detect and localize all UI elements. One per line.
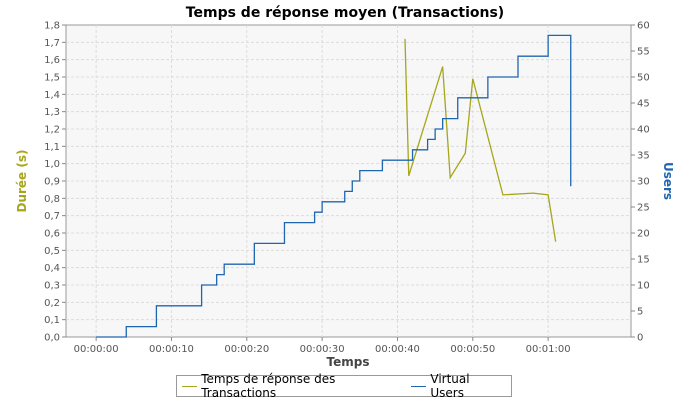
y-tick-label: 1,3 [44,107,60,118]
legend-label-response: Temps de réponse des Transactions [201,372,336,400]
y-tick-label: 1,0 [44,159,60,170]
chart: Temps de réponse moyen (Transactions) 0,… [15,5,675,369]
y2-tick-label: 50 [637,73,650,84]
legend-swatch-response [182,385,198,387]
x-tick-label: 00:00:20 [224,344,269,355]
y-tick-label: 0,6 [44,229,60,240]
x-tick-label: 00:01:00 [526,344,571,355]
x-tick-label: 00:00:30 [300,344,345,355]
x-tick-label: 00:00:40 [375,344,420,355]
legend: Temps de réponse des Transactions Virtua… [176,372,512,400]
chart-title: Temps de réponse moyen (Transactions) [186,5,504,21]
y2-tick-label: 15 [637,255,650,266]
y-tick-label: 0,1 [44,315,60,326]
y2-tick-label: 60 [637,21,650,32]
y2-tick-label: 55 [637,47,650,58]
x-tick-label: 00:00:10 [149,344,194,355]
x-tick-label: 00:00:00 [74,344,119,355]
y-tick-label: 0,0 [44,333,60,344]
y-tick-label: 0,9 [44,177,60,188]
y-tick-label: 1,7 [44,38,60,49]
y2-tick-label: 30 [637,177,650,188]
y2-tick-label: 40 [637,125,650,136]
y2-axis-label: Users [661,162,675,200]
y-tick-label: 0,3 [44,281,60,292]
series-line-virtual-users [96,34,572,338]
y2-tick-label: 5 [637,307,643,318]
x-axis-label: Temps [327,355,370,369]
y-tick-label: 0,7 [44,211,60,222]
y-tick-label: 1,1 [44,142,60,153]
series-line-response-time [404,38,557,242]
y2-tick-label: 35 [637,151,650,162]
y2-tick-label: 20 [637,229,650,240]
y2-tick-label: 45 [637,99,650,110]
y-tick-label: 1,6 [44,55,60,66]
y-tick-label: 0,4 [44,263,60,274]
y2-tick-label: 10 [637,281,650,292]
y-tick-label: 1,4 [44,90,60,101]
legend-label-users: Virtual Users [430,372,470,400]
y-tick-label: 0,8 [44,194,60,205]
y-tick-label: 1,2 [44,125,60,136]
legend-item-users: Virtual Users [411,372,503,400]
y2-tick-label: 0 [637,333,643,344]
y-tick-label: 0,5 [44,246,60,257]
legend-swatch-users [411,385,427,387]
y-tick-label: 1,5 [44,73,60,84]
y-tick-label: 1,8 [44,21,60,32]
y-axis-label: Durée (s) [15,150,29,213]
y2-tick-label: 25 [637,203,650,214]
x-tick-label: 00:00:50 [450,344,495,355]
legend-item-response: Temps de réponse des Transactions [182,372,403,400]
y-tick-label: 0,2 [44,298,60,309]
